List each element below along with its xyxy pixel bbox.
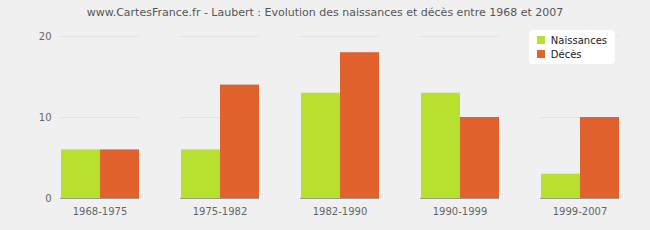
svg-text:1982-1990: 1982-1990 xyxy=(313,206,368,217)
html-text:Décès: Décès xyxy=(550,48,582,60)
html-text:www.CartesFrance.fr - Laubert: www.CartesFrance.fr - Laubert : Evolutio… xyxy=(86,6,564,19)
svg-text:10: 10 xyxy=(39,112,52,123)
svg-text:1999-2007: 1999-2007 xyxy=(553,206,608,217)
svg-text:1968-1975: 1968-1975 xyxy=(73,206,128,217)
svg-text:0: 0 xyxy=(45,193,51,204)
svg-text:1975-1982: 1975-1982 xyxy=(193,206,248,217)
svg-text:20: 20 xyxy=(39,31,52,42)
svg-text:1990-1999: 1990-1999 xyxy=(433,206,488,217)
html-text:Naissances: Naissances xyxy=(550,34,607,46)
